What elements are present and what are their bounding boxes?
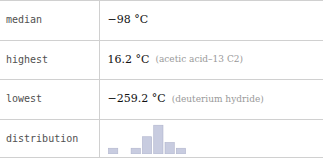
row-label: median xyxy=(6,14,42,25)
bar xyxy=(154,125,163,154)
chart: median −98 °C highest 16.2 °C (acetic acid–1… xyxy=(0,0,323,158)
bar xyxy=(142,137,151,154)
row-line xyxy=(0,40,323,41)
row-label: highest xyxy=(6,54,48,65)
bar xyxy=(188,154,197,155)
row-value: −98 °C xyxy=(108,13,149,26)
row-value: −259.2 °C xyxy=(108,92,166,105)
row-note: (deuterium hydride) xyxy=(172,94,264,104)
column-divider xyxy=(99,0,100,158)
bar xyxy=(120,154,129,155)
bar xyxy=(176,148,185,154)
row-line xyxy=(0,0,323,1)
bar xyxy=(165,142,174,154)
bar xyxy=(109,148,118,154)
row-line xyxy=(0,79,323,80)
row-line xyxy=(0,119,323,120)
row-note: (acetic acid–13 C2) xyxy=(155,54,243,64)
bar xyxy=(199,154,208,155)
row-label: distribution xyxy=(6,133,78,144)
bar xyxy=(210,154,219,155)
row-value: 16.2 °C xyxy=(108,53,150,66)
bar xyxy=(131,148,140,154)
row-label: lowest xyxy=(6,93,42,104)
row-line xyxy=(0,157,323,158)
histogram xyxy=(109,125,186,154)
